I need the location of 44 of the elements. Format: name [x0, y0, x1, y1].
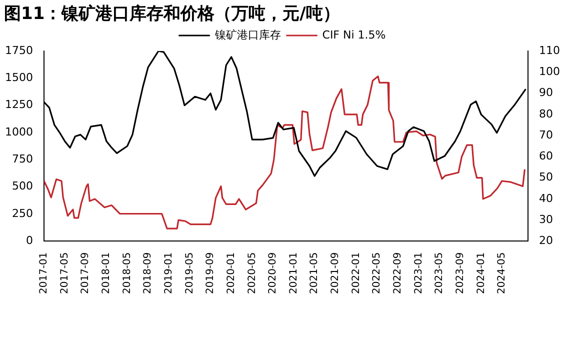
x-tick-label: 2017-05	[59, 252, 70, 294]
x-tick-label: 2024-01	[476, 252, 487, 294]
x-tick-label: 2024-05	[496, 252, 508, 294]
y-tick-label: 1000	[4, 125, 33, 138]
x-tick-label: 2021-05	[309, 252, 320, 294]
legend-label: CIF Ni 1.5%	[322, 28, 386, 42]
x-tick-label: 2022-01	[350, 252, 362, 294]
y-tick-label: 1500	[4, 71, 33, 84]
y2-tick-label: 90	[539, 86, 554, 100]
y2-tick-label: 30	[539, 212, 554, 226]
y2-tick-label: 20	[539, 234, 554, 248]
y-tick-label: 1750	[4, 44, 33, 57]
x-tick-label: 2019-09	[205, 252, 216, 294]
x-tick-label: 2022-05	[372, 252, 383, 294]
x-tick-label: 2017-01	[38, 252, 50, 294]
x-tick-label: 2023-01	[413, 252, 424, 294]
y2-tick-label: 50	[539, 170, 554, 184]
x-tick-label: 2023-05	[434, 252, 446, 294]
y2-tick-label: 80	[539, 107, 554, 120]
y2-tick-label: 40	[539, 192, 554, 205]
chart-title: 图11：镍矿港口库存和价格（万吨，元/吨）	[4, 3, 340, 25]
x-tick-label: 2018-09	[142, 252, 154, 294]
y2-tick-label: 100	[539, 64, 560, 78]
y2-tick-label: 70	[539, 128, 554, 142]
x-tick-label: 2023-09	[454, 252, 466, 294]
x-tick-label: 2018-01	[101, 252, 112, 294]
legend-label: 镍矿港口库存	[214, 28, 281, 42]
x-tick-label: 2019-01	[163, 252, 174, 294]
x-tick-label: 2020-09	[268, 252, 279, 294]
y-tick-label: 1250	[4, 98, 33, 112]
x-tick-label: 2019-05	[184, 252, 196, 294]
x-tick-label: 2017-09	[80, 252, 92, 294]
y2-tick-label: 110	[539, 44, 560, 57]
y-tick-label: 0	[26, 234, 33, 248]
x-tick-label: 2018-05	[122, 252, 133, 294]
x-tick-label: 2020-01	[226, 252, 237, 294]
x-tick-label: 2022-09	[392, 252, 404, 294]
y2-tick-label: 60	[539, 150, 554, 163]
x-tick-label: 2021-01	[288, 252, 300, 294]
y-tick-label: 250	[12, 206, 33, 220]
y-tick-label: 750	[12, 152, 33, 166]
x-tick-label: 2020-05	[246, 252, 258, 294]
y-tick-label: 500	[12, 180, 33, 193]
x-tick-label: 2021-09	[330, 252, 342, 294]
